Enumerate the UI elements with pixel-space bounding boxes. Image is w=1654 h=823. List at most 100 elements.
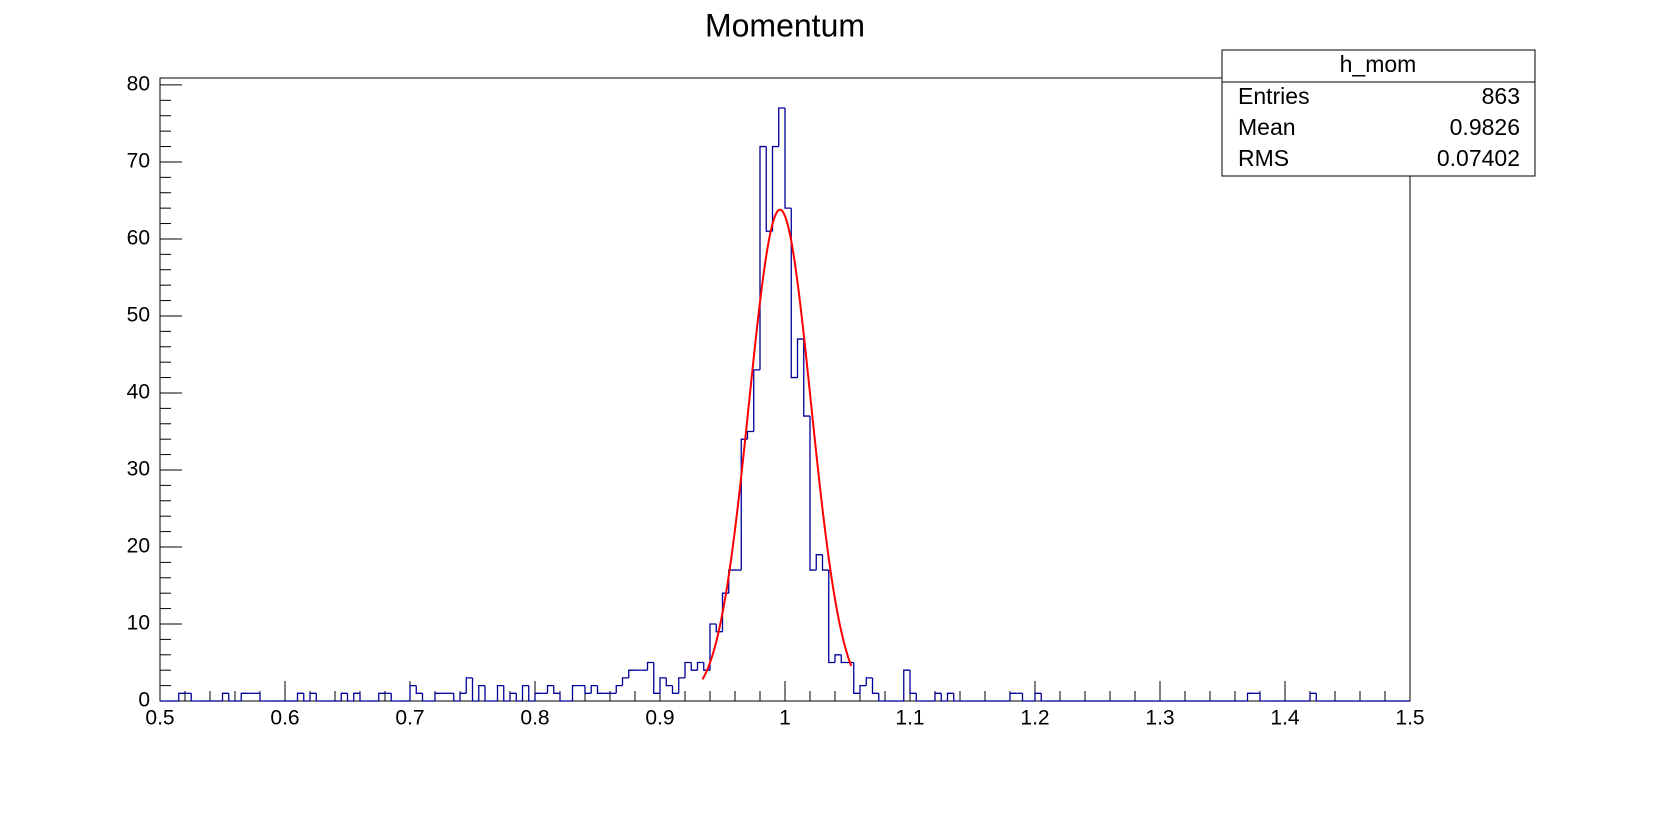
bin bbox=[1315, 693, 1323, 702]
bin bbox=[509, 692, 517, 701]
bin bbox=[659, 677, 667, 694]
bin bbox=[678, 677, 685, 694]
stats-frame bbox=[1221, 49, 1536, 177]
bin bbox=[228, 693, 235, 702]
bin bbox=[621, 677, 629, 686]
bin bbox=[746, 430, 754, 440]
x-tick-label: 1.2 bbox=[1020, 707, 1049, 730]
bin bbox=[878, 693, 885, 702]
bin bbox=[190, 693, 198, 702]
bin bbox=[915, 693, 923, 702]
bin bbox=[690, 662, 698, 671]
bin bbox=[571, 684, 579, 701]
bin bbox=[684, 661, 692, 678]
bin bbox=[715, 623, 723, 633]
x-tick-label: 1.5 bbox=[1395, 707, 1424, 730]
bin bbox=[790, 208, 798, 379]
x-tick-label: 0.8 bbox=[520, 707, 549, 730]
histogram bbox=[160, 107, 1410, 702]
bin bbox=[503, 685, 510, 702]
bin bbox=[259, 693, 267, 702]
bin bbox=[546, 684, 554, 694]
bin bbox=[559, 693, 567, 702]
stats-value: 0.07402 bbox=[1437, 145, 1520, 171]
x-tick-label: 0.7 bbox=[395, 707, 424, 730]
bin bbox=[853, 662, 860, 694]
stats-box: h_mom Entries 863 Mean 0.9826 RMS 0.07402 bbox=[1221, 49, 1536, 177]
bin bbox=[584, 685, 592, 694]
bin bbox=[390, 693, 398, 702]
x-tick-label: 1 bbox=[779, 707, 791, 730]
bin bbox=[465, 677, 473, 694]
bin bbox=[953, 693, 960, 702]
bin bbox=[859, 684, 867, 694]
bin bbox=[521, 684, 529, 701]
bin bbox=[1009, 692, 1017, 701]
bin bbox=[909, 670, 917, 694]
bin bbox=[1021, 693, 1029, 702]
bin bbox=[871, 677, 879, 694]
bin bbox=[778, 107, 785, 147]
bin bbox=[240, 692, 248, 701]
bin bbox=[803, 339, 810, 417]
y-tick-label: 0 bbox=[138, 689, 150, 712]
x-tick-label: 1.1 bbox=[895, 707, 924, 730]
bin bbox=[346, 693, 354, 702]
bin bbox=[665, 677, 673, 687]
bin bbox=[178, 692, 185, 701]
bin bbox=[828, 570, 835, 664]
x-tick-label: 0.5 bbox=[145, 707, 174, 730]
bin bbox=[784, 108, 792, 209]
y-tick-label: 80 bbox=[127, 72, 150, 95]
bin bbox=[840, 654, 848, 664]
bin bbox=[353, 692, 360, 701]
fit-curve bbox=[701, 208, 853, 680]
bin bbox=[296, 692, 304, 701]
bin bbox=[696, 661, 704, 671]
bin bbox=[496, 684, 504, 701]
x-tick-label: 1.4 bbox=[1270, 707, 1300, 730]
bin bbox=[409, 684, 417, 701]
x-tick-label: 1.3 bbox=[1145, 707, 1174, 730]
bin bbox=[903, 669, 910, 701]
bin bbox=[359, 693, 367, 702]
stats-value: 863 bbox=[1482, 83, 1520, 109]
bin bbox=[309, 692, 317, 701]
bin bbox=[471, 677, 479, 702]
bin bbox=[946, 692, 954, 701]
bin bbox=[515, 693, 523, 702]
stats-label: RMS bbox=[1238, 145, 1289, 171]
bin bbox=[1040, 693, 1048, 702]
bin bbox=[865, 677, 873, 686]
bin bbox=[453, 693, 460, 702]
x-tick-label: 0.9 bbox=[645, 707, 674, 730]
bin bbox=[484, 685, 492, 702]
y-tick-label: 10 bbox=[127, 612, 150, 635]
bin bbox=[834, 654, 842, 663]
bin bbox=[1246, 692, 1254, 701]
bin bbox=[821, 554, 829, 571]
bin bbox=[796, 338, 804, 378]
y-tick-label: 60 bbox=[127, 226, 150, 249]
bin bbox=[415, 685, 423, 694]
bin bbox=[1259, 693, 1267, 702]
bin bbox=[709, 623, 717, 671]
bin bbox=[815, 554, 823, 571]
chart-title: Momentum bbox=[705, 7, 865, 43]
bin bbox=[628, 669, 635, 678]
bin bbox=[653, 662, 660, 694]
bin bbox=[1034, 692, 1042, 701]
stats-label: Entries bbox=[1238, 83, 1310, 109]
bin bbox=[590, 684, 598, 694]
y-tick-label: 30 bbox=[127, 458, 150, 481]
bin bbox=[534, 692, 542, 701]
bin bbox=[615, 684, 623, 694]
bin bbox=[596, 685, 604, 694]
bin bbox=[940, 693, 948, 702]
bin bbox=[528, 685, 535, 702]
bin bbox=[303, 693, 310, 702]
bin bbox=[934, 692, 942, 701]
bin bbox=[315, 693, 323, 702]
bin bbox=[809, 416, 817, 571]
